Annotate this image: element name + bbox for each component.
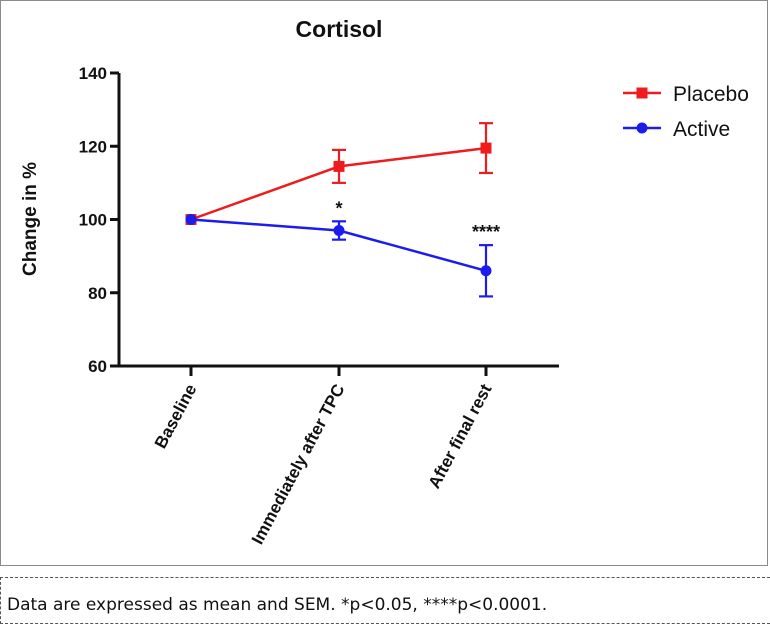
legend-marker-active — [636, 122, 648, 134]
significance-marker: **** — [472, 222, 500, 242]
x-tick-label: Baseline — [151, 381, 201, 452]
y-tick-label: 140 — [79, 64, 107, 83]
significance-marker: * — [335, 198, 342, 218]
y-axis-label: Change in % — [20, 162, 41, 276]
x-tick-label: Immediately after TPC — [248, 381, 349, 548]
active-point — [333, 224, 345, 236]
chart-frame: Cortisol Change in % 60 80 100 120 140 Baseline… — [0, 0, 768, 566]
legend-label-active: Active — [673, 118, 730, 141]
y-tick-label: 80 — [88, 284, 107, 303]
y-tick-label: 60 — [88, 357, 107, 376]
y-tick-label: 100 — [79, 211, 107, 230]
cortisol-chart: Cortisol Change in % 60 80 100 120 140 Baseline… — [20, 16, 749, 548]
caption-text: Data are expressed as mean and SEM. *p<0… — [7, 595, 548, 615]
legend-label-placebo: Placebo — [673, 83, 749, 106]
caption-box: Data are expressed as mean and SEM. *p<0… — [0, 577, 770, 624]
active-point — [480, 265, 492, 277]
active-point — [185, 214, 197, 225]
legend-marker-placebo — [636, 87, 648, 99]
y-tick-label: 120 — [79, 137, 107, 156]
chart-title: Cortisol — [296, 16, 383, 42]
x-tick-label: After final rest — [425, 381, 496, 492]
placebo-point — [480, 142, 492, 154]
placebo-point — [333, 160, 345, 172]
